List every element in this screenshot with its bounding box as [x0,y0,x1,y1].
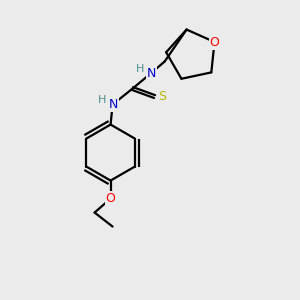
Text: H: H [135,64,144,74]
Text: N: N [147,67,156,80]
Text: H: H [98,94,106,105]
Text: O: O [210,35,220,49]
Text: N: N [109,98,118,111]
Text: O: O [106,192,116,205]
Text: S: S [159,90,167,103]
